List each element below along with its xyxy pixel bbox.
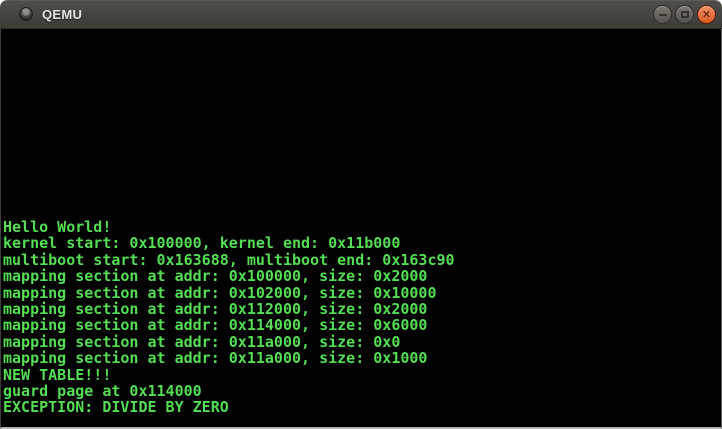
maximize-button[interactable]: [675, 5, 694, 24]
minimize-icon: [658, 13, 667, 16]
console-line: NEW TABLE!!!: [3, 365, 112, 384]
qemu-app-icon: [19, 7, 33, 21]
close-button[interactable]: ✕: [697, 5, 716, 24]
maximize-icon: [680, 11, 689, 18]
console-line: mapping section at addr: 0x102000, size:…: [3, 283, 437, 302]
console-line: kernel start: 0x100000, kernel end: 0x11…: [3, 234, 401, 253]
console-line: mapping section at addr: 0x100000, size:…: [3, 267, 428, 286]
console-line: mapping section at addr: 0x11a000, size:…: [3, 332, 401, 351]
minimize-button[interactable]: [653, 5, 672, 24]
window-titlebar[interactable]: QEMU ✕: [0, 0, 722, 29]
window-title: QEMU: [42, 6, 83, 22]
console-line: mapping section at addr: 0x11a000, size:…: [3, 349, 428, 368]
vga-display[interactable]: Hello World! kernel start: 0x100000, ker…: [0, 29, 722, 429]
console-line: multiboot start: 0x163688, multiboot end…: [3, 250, 455, 269]
console-line: mapping section at addr: 0x114000, size:…: [3, 316, 428, 335]
console-line: Hello World!: [3, 218, 112, 236]
console-line: mapping section at addr: 0x112000, size:…: [3, 300, 428, 319]
close-icon: ✕: [701, 8, 712, 21]
console-line: EXCEPTION: DIVIDE BY ZERO: [3, 398, 229, 417]
console-line: guard page at 0x114000: [3, 382, 202, 401]
window-controls: ✕: [653, 0, 716, 29]
